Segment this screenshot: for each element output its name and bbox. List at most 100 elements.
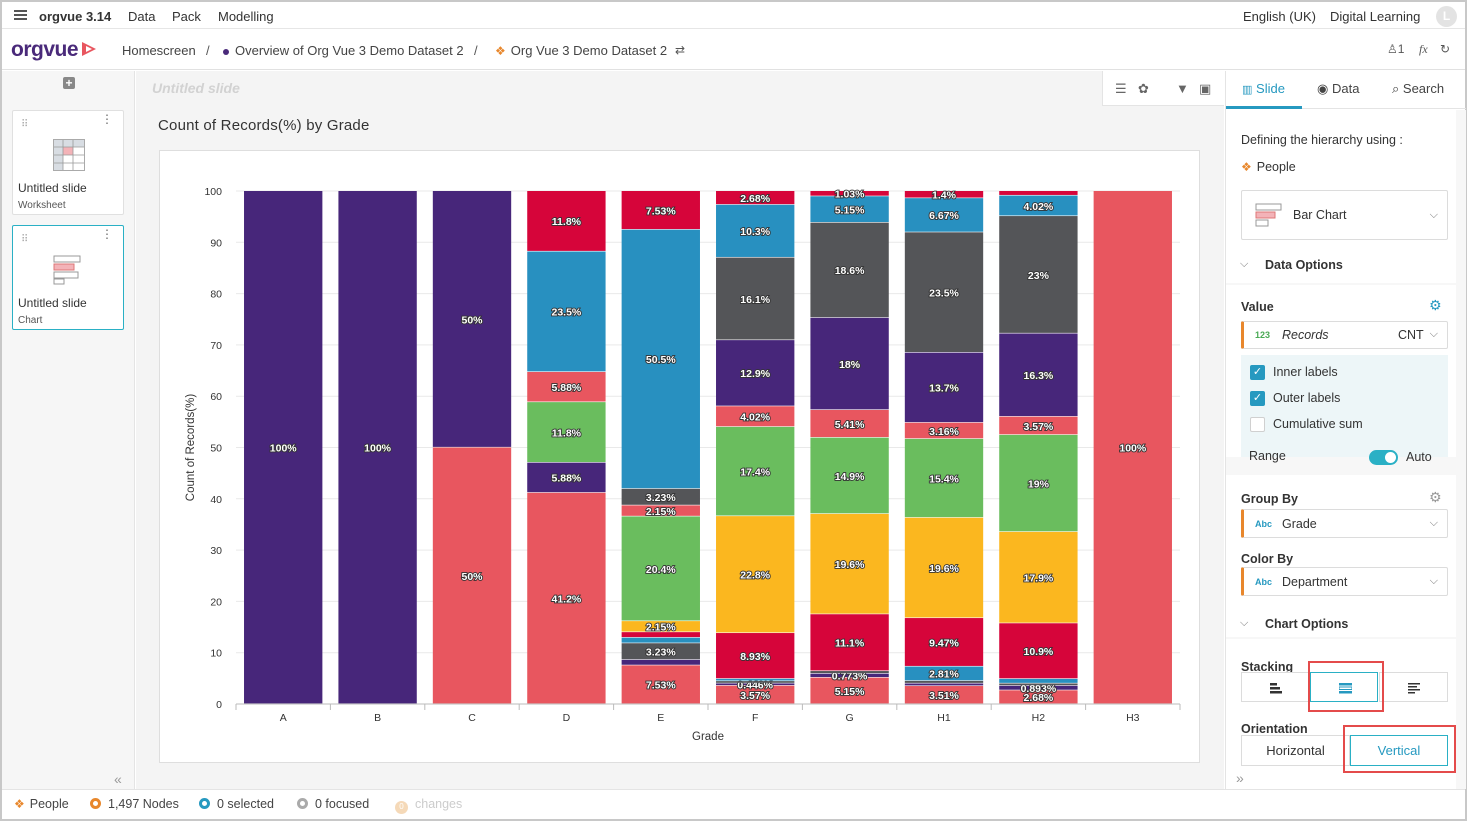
footer-dataset[interactable]: ❖ People [14, 797, 69, 811]
orgvue-logo[interactable]: orgvue [11, 38, 79, 61]
panel-tabs: ▥ Slide ◉ Data ⌕ Search [1226, 71, 1466, 109]
bar-segment [999, 416, 1078, 435]
breadcrumb-dataset[interactable]: ❖ Org Vue 3 Demo Dataset 2 [495, 43, 667, 58]
data-label: 1.4% [932, 190, 957, 202]
user-avatar[interactable]: L [1436, 6, 1457, 27]
drag-handle-icon[interactable]: ⠿ [21, 234, 28, 245]
tab-data[interactable]: ◉ Data [1317, 81, 1359, 97]
drag-handle-icon[interactable]: ⠿ [21, 119, 28, 130]
tab-slide-label: Slide [1256, 81, 1285, 96]
list-view-icon[interactable]: ☰ [1115, 81, 1127, 96]
data-label: 100% [364, 443, 392, 455]
panel-icon[interactable]: ▣ [1199, 81, 1212, 96]
value-aggregation: CNT [1398, 328, 1424, 342]
collapse-panel-icon[interactable]: « [114, 771, 122, 787]
hamburger-menu-icon[interactable] [14, 8, 27, 22]
bar-segment [716, 685, 795, 704]
color-by-select[interactable]: Abc Department ⌵ [1241, 567, 1448, 596]
value-settings-gear-icon[interactable]: ⚙ [1429, 297, 1442, 313]
data-label: 4.02% [1024, 201, 1054, 213]
range-value: Auto [1406, 450, 1432, 464]
data-label: 0.773% [832, 671, 868, 683]
bar-segment [621, 191, 700, 230]
data-label: 100% [1119, 443, 1147, 455]
slide-menu-icon[interactable]: ⋮ [101, 227, 113, 241]
slide-menu-icon[interactable]: ⋮ [101, 112, 113, 126]
chart-type-select[interactable]: Bar Chart ⌵ [1241, 190, 1448, 240]
slide-thumbnail-worksheet[interactable]: ⠿ ⋮ Untitled slide Worksheet [12, 110, 124, 215]
bar-segment [621, 637, 700, 643]
sync-icon[interactable]: ⇄ [675, 43, 686, 57]
data-label: 5.88% [552, 473, 582, 485]
y-tick-label: 30 [210, 545, 222, 557]
menu-modelling[interactable]: Modelling [218, 9, 274, 24]
nodes-ring-icon [90, 798, 101, 809]
chart-options-header[interactable]: Chart Options [1265, 617, 1349, 631]
users-icon[interactable]: ♙1 [1387, 42, 1405, 56]
outer-labels-checkbox[interactable]: ✓ [1250, 391, 1265, 406]
worksheet-icon [53, 139, 85, 171]
footer-focused[interactable]: 0 focused [297, 797, 369, 811]
x-tick-label: E [657, 712, 664, 724]
bar-segment [432, 447, 512, 704]
slide-thumbnail-chart[interactable]: ⠿ ⋮ Untitled slide Chart [12, 225, 124, 330]
menu-data[interactable]: Data [128, 9, 156, 24]
data-label: 4.02% [740, 412, 770, 424]
add-slide-button[interactable]: + [63, 77, 75, 89]
bar-segment [527, 402, 606, 463]
bar-segment [904, 666, 984, 681]
tab-search[interactable]: ⌕ Search [1392, 81, 1444, 97]
formula-icon[interactable]: fx [1419, 42, 1428, 56]
breadcrumb-separator: / [206, 43, 210, 58]
bar-segment [810, 222, 889, 318]
breadcrumb-overview[interactable]: Overview of Org Vue 3 Demo Dataset 2 [223, 43, 464, 58]
group-by-settings-gear-icon[interactable]: ⚙ [1429, 489, 1442, 505]
stacking-grouped-button[interactable] [1241, 672, 1309, 702]
slide-title-input[interactable]: Untitled slide [152, 80, 240, 96]
value-field-select[interactable]: 123 Records CNT ⌵ [1241, 321, 1448, 349]
footer-changes[interactable]: 0 changes [395, 797, 462, 814]
value-field-name: Records [1282, 328, 1329, 342]
x-tick-label: F [752, 712, 758, 724]
breadcrumb-home[interactable]: Homescreen [122, 43, 196, 58]
menu-pack[interactable]: Pack [172, 9, 201, 24]
footer-dataset-label: People [29, 797, 69, 811]
data-options-header[interactable]: Data Options [1265, 258, 1343, 272]
bar-segment [904, 680, 984, 683]
inner-labels-checkbox[interactable]: ✓ [1250, 365, 1265, 380]
refresh-icon[interactable]: ↻ [1440, 42, 1451, 56]
slide-panel: + ⠿ ⋮ Untitled slide Worksheet ⠿ ⋮ Untit… [2, 71, 135, 789]
data-label: 0.893% [1021, 683, 1057, 695]
orientation-vertical-button[interactable]: Vertical [1350, 735, 1448, 766]
y-tick-label: 50 [210, 443, 222, 455]
bar-segment [621, 516, 700, 621]
bar-segment [716, 426, 795, 516]
data-label: 5.15% [835, 204, 865, 216]
cumulative-sum-checkbox[interactable] [1250, 417, 1265, 432]
bar-segment [904, 232, 984, 352]
y-axis-title: Count of Records(%) [185, 394, 197, 502]
data-label: 10.9% [1024, 646, 1054, 658]
footer-nodes[interactable]: 1,497 Nodes [90, 797, 179, 811]
palette-icon[interactable]: ✿ [1138, 81, 1149, 96]
group-by-select[interactable]: Abc Grade ⌵ [1241, 509, 1448, 538]
tab-slide[interactable]: ▥ Slide [1242, 81, 1285, 96]
data-label: 3.57% [740, 690, 770, 702]
stacking-stacked-button[interactable] [1310, 672, 1378, 702]
bar-segment [999, 685, 1078, 690]
stacking-percent-button[interactable] [1379, 672, 1448, 702]
chevron-down-icon[interactable]: ⌵ [1240, 617, 1249, 629]
slide-title: Untitled slide [18, 296, 87, 310]
chevron-down-icon[interactable]: ⌵ [1240, 258, 1249, 270]
tab-data-label: Data [1331, 81, 1360, 96]
footer-selected[interactable]: 0 selected [199, 797, 274, 811]
bar-segment [621, 659, 700, 665]
language-selector[interactable]: English (UK) [1243, 9, 1316, 24]
filter-icon[interactable]: ▼ [1176, 81, 1189, 96]
bar-segment [810, 437, 889, 514]
orientation-horizontal-button[interactable]: Horizontal [1241, 735, 1350, 766]
x-tick-label: D [563, 712, 571, 724]
range-auto-toggle[interactable] [1369, 450, 1398, 465]
workspace-selector[interactable]: Digital Learning [1330, 9, 1421, 24]
expand-panel-icon[interactable]: » [1236, 770, 1244, 786]
